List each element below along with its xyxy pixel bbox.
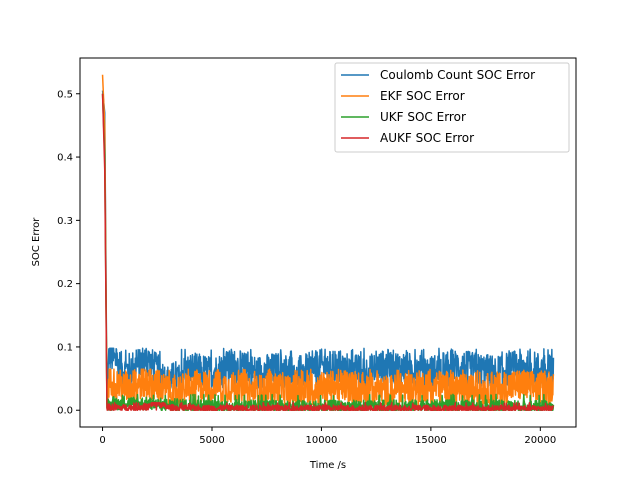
legend-label: EKF SOC Error (380, 89, 465, 103)
y-tick-label: 0.2 (57, 279, 73, 290)
y-tick-label: 0.0 (57, 406, 73, 417)
x-axis-label: Time /s (309, 460, 346, 471)
legend-label: AUKF SOC Error (380, 131, 474, 145)
x-tick-label: 5000 (199, 435, 224, 446)
x-tick-label: 10000 (306, 435, 338, 446)
y-tick-label: 0.5 (57, 89, 73, 100)
y-tick-label: 0.4 (57, 153, 73, 164)
series-line-4 (101, 93, 555, 411)
legend-frame (334, 62, 570, 153)
y-axis-label: SOC Error (31, 217, 42, 267)
legend-label: Coulomb Count SOC Error (380, 68, 535, 82)
y-axis-ticks: 0.0 0.1 0.2 0.3 0.4 0.5 (57, 89, 80, 417)
y-tick-label: 0.1 (57, 342, 73, 353)
axes-frame (79, 57, 577, 428)
x-tick-label: 20000 (524, 435, 556, 446)
series-layer (101, 74, 555, 411)
legend: Coulomb Count SOC Error EKF SOC Error UKF … (334, 62, 570, 153)
plot-area (79, 57, 577, 428)
x-tick-label: 0 (99, 435, 105, 446)
legend-items: Coulomb Count SOC Error EKF SOC Error UKF … (341, 68, 535, 145)
x-axis-ticks: 0 5000 10000 15000 20000 (99, 427, 556, 446)
legend-label: UKF SOC Error (380, 110, 466, 124)
y-tick-label: 0.3 (57, 216, 73, 227)
x-tick-label: 15000 (415, 435, 447, 446)
